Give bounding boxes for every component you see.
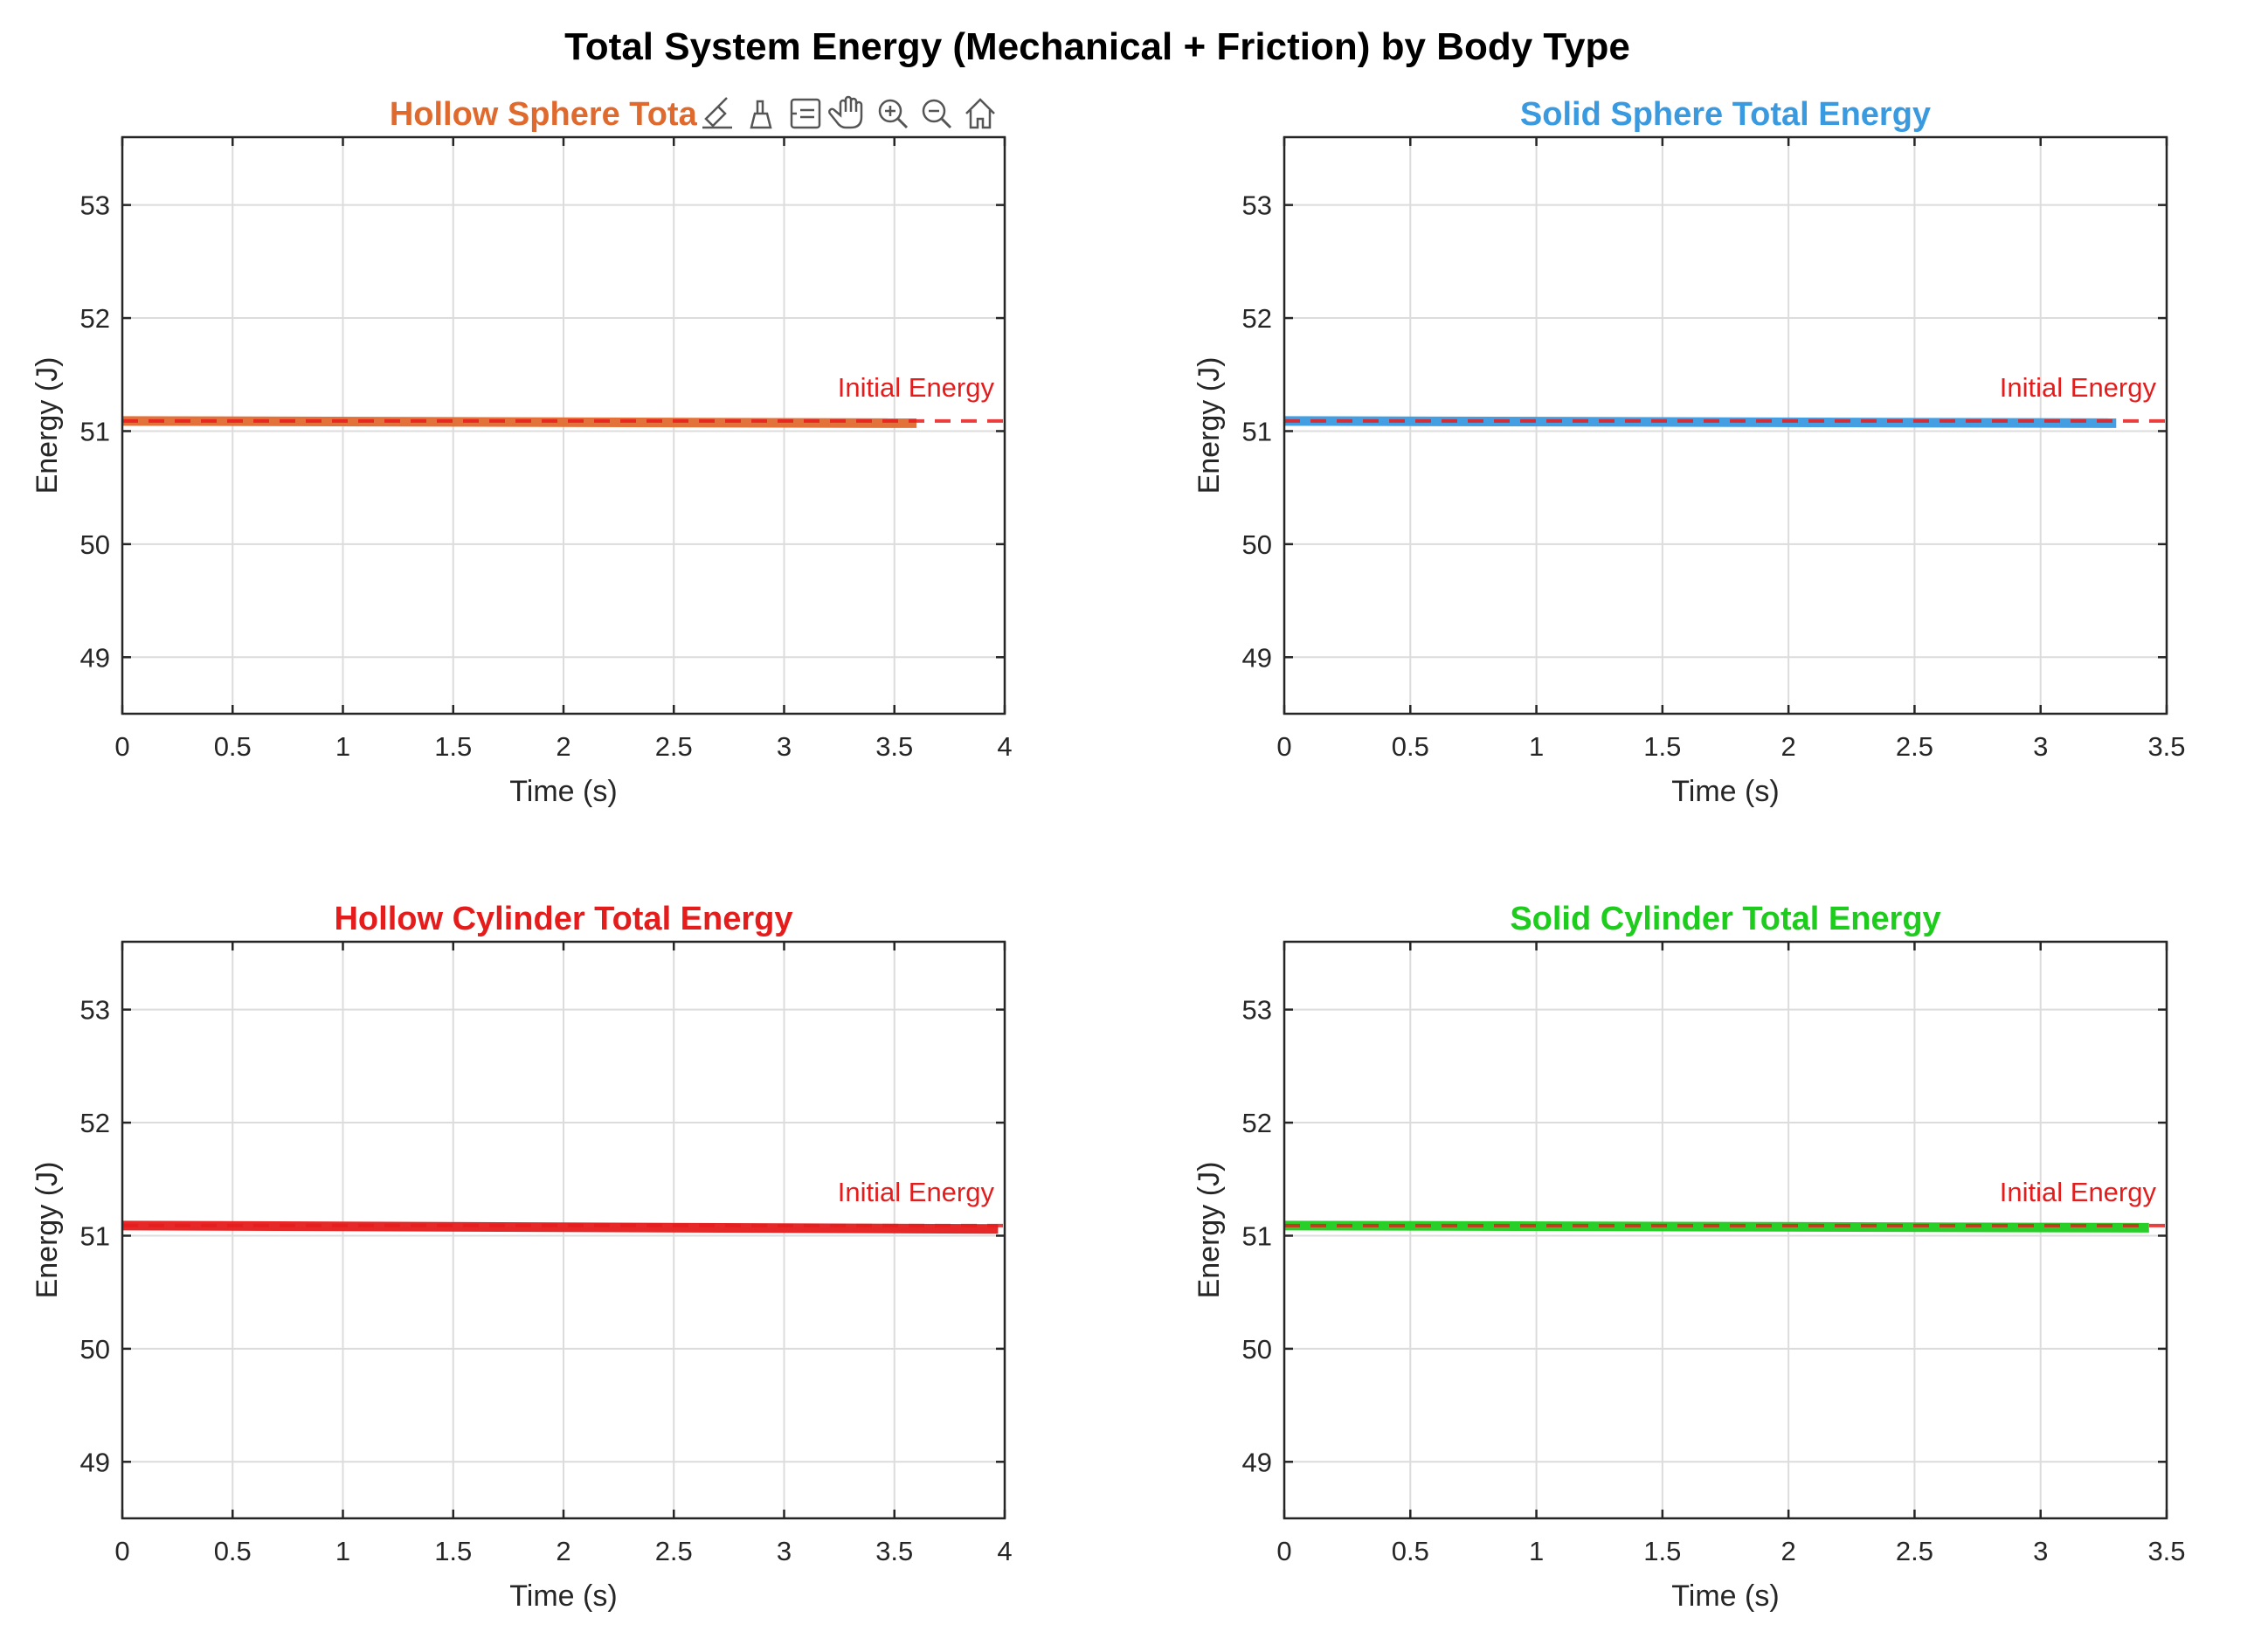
hollow-cylinder-axes: Initial Energy 0 0.5 1 1.5 2 2.5 3 3.5 4 49 50 51 52 5… bbox=[31, 901, 1013, 1613]
legend-icon[interactable] bbox=[788, 94, 825, 133]
solid-cylinder-y-tick-label: 53 bbox=[1242, 995, 1272, 1026]
hollow-cylinder-axes-title: Hollow Cylinder Total Energy bbox=[334, 901, 792, 937]
solid-cylinder-x-tick-label: 2.5 bbox=[1896, 1536, 1933, 1566]
hollow-cylinder-y-axis-label: Energy (J) bbox=[31, 1162, 64, 1299]
solid-cylinder-y-tick-label: 51 bbox=[1242, 1220, 1272, 1251]
solid-cylinder-x-tick-label: 0 bbox=[1276, 1536, 1291, 1566]
hollow-cylinder-initial-energy-label: Initial Energy bbox=[838, 1177, 995, 1207]
figure-title: Total System Energy (Mechanical + Fricti… bbox=[564, 25, 1630, 68]
solid-sphere-y-tick-label: 49 bbox=[1242, 642, 1272, 673]
hollow-sphere-y-tick-label: 50 bbox=[80, 529, 110, 560]
brush-icon[interactable] bbox=[701, 94, 737, 133]
solid-cylinder-initial-energy-label: Initial Energy bbox=[2000, 1177, 2157, 1207]
solid-sphere-axes-title: Solid Sphere Total Energy bbox=[1520, 96, 1931, 133]
solid-cylinder-y-tick-label: 50 bbox=[1242, 1334, 1272, 1365]
solid-sphere-y-tick-label: 52 bbox=[1242, 303, 1272, 334]
solid-cylinder-x-tick-label: 3.5 bbox=[2147, 1536, 2185, 1566]
solid-cylinder-x-tick-label: 0.5 bbox=[1392, 1536, 1429, 1566]
home-icon[interactable] bbox=[963, 94, 999, 133]
solid-cylinder-y-tick-label: 52 bbox=[1242, 1108, 1272, 1138]
hollow-cylinder-x-tick-label: 0.5 bbox=[214, 1536, 252, 1566]
hollow-cylinder-x-tick-label: 3.5 bbox=[875, 1536, 913, 1566]
hollow-sphere-x-tick-label: 3 bbox=[777, 731, 792, 762]
solid-sphere-y-tick-label: 51 bbox=[1242, 416, 1272, 446]
hollow-sphere-x-tick-label: 3.5 bbox=[875, 731, 913, 762]
solid-sphere-y-tick-label: 50 bbox=[1242, 529, 1272, 560]
hollow-cylinder-x-tick-label: 1.5 bbox=[434, 1536, 472, 1566]
hollow-sphere-x-tick-label: 0 bbox=[114, 731, 129, 762]
solid-sphere-initial-energy-label: Initial Energy bbox=[2000, 372, 2157, 403]
hollow-sphere-x-tick-label: 2.5 bbox=[655, 731, 693, 762]
solid-cylinder-axes-title: Solid Cylinder Total Energy bbox=[1510, 901, 1940, 937]
pan-hand-icon[interactable] bbox=[828, 94, 868, 133]
hollow-sphere-y-tick-label: 53 bbox=[80, 190, 110, 221]
solid-cylinder-y-axis-label: Energy (J) bbox=[1193, 1162, 1226, 1299]
hollow-cylinder-x-axis-label: Time (s) bbox=[509, 1579, 617, 1613]
hollow-cylinder-y-tick-label: 53 bbox=[80, 995, 110, 1026]
data-tips-icon[interactable] bbox=[744, 94, 781, 133]
zoom-in-icon[interactable] bbox=[875, 94, 912, 133]
hollow-sphere-initial-energy-label: Initial Energy bbox=[838, 372, 995, 403]
solid-cylinder-axes: Initial Energy 0 0.5 1 1.5 2 2.5 3 3.5 49 50 51 52 53… bbox=[1193, 901, 2186, 1613]
hollow-cylinder-y-tick-label: 52 bbox=[80, 1108, 110, 1138]
solid-sphere-y-axis-label: Energy (J) bbox=[1193, 357, 1226, 494]
hollow-sphere-y-tick-label: 52 bbox=[80, 303, 110, 334]
hollow-cylinder-y-tick-label: 51 bbox=[80, 1220, 110, 1251]
solid-sphere-axes: Initial Energy 0 0.5 1 1.5 2 2.5 3 3.5 49 50 51 52 53… bbox=[1193, 96, 2186, 808]
solid-sphere-x-tick-label: 1.5 bbox=[1643, 731, 1681, 762]
hollow-sphere-y-tick-label: 51 bbox=[80, 416, 110, 446]
hollow-sphere-x-tick-label: 1.5 bbox=[434, 731, 472, 762]
hollow-sphere-x-axis-label: Time (s) bbox=[509, 775, 617, 808]
solid-sphere-x-tick-label: 3.5 bbox=[2147, 731, 2185, 762]
solid-cylinder-axes-frame bbox=[1283, 940, 2168, 1520]
zoom-out-icon[interactable] bbox=[919, 94, 956, 133]
solid-sphere-x-tick-label: 2.5 bbox=[1896, 731, 1933, 762]
hollow-sphere-y-tick-label: 49 bbox=[80, 642, 110, 673]
solid-sphere-x-tick-label: 0.5 bbox=[1392, 731, 1429, 762]
solid-cylinder-x-tick-label: 3 bbox=[2033, 1536, 2048, 1566]
hollow-sphere-axes-title: Hollow Sphere Total E bbox=[390, 96, 737, 133]
hollow-cylinder-x-tick-label: 3 bbox=[777, 1536, 792, 1566]
hollow-sphere-x-tick-label: 2 bbox=[556, 731, 570, 762]
solid-sphere-x-tick-label: 0 bbox=[1276, 731, 1291, 762]
hollow-cylinder-x-tick-label: 2.5 bbox=[655, 1536, 693, 1566]
solid-cylinder-x-tick-label: 1 bbox=[1529, 1536, 1544, 1566]
solid-sphere-y-tick-label: 53 bbox=[1242, 190, 1272, 221]
hollow-cylinder-y-tick-label: 49 bbox=[80, 1447, 110, 1477]
hollow-cylinder-y-tick-label: 50 bbox=[80, 1334, 110, 1365]
hollow-cylinder-x-tick-label: 4 bbox=[997, 1536, 1012, 1566]
solid-sphere-x-tick-label: 1 bbox=[1529, 731, 1544, 762]
hollow-cylinder-x-tick-label: 2 bbox=[556, 1536, 570, 1566]
hollow-cylinder-x-tick-label: 0 bbox=[114, 1536, 129, 1566]
solid-sphere-x-axis-label: Time (s) bbox=[1671, 775, 1779, 808]
solid-cylinder-x-axis-label: Time (s) bbox=[1671, 1579, 1779, 1613]
hollow-sphere-x-tick-label: 0.5 bbox=[214, 731, 252, 762]
hollow-sphere-axes: Initial Energy 0 0.5 1 1.5 2 2.5 3 3.5 4 49 50 51 52 5… bbox=[31, 96, 1013, 808]
hollow-sphere-x-tick-label: 1 bbox=[335, 731, 350, 762]
hollow-sphere-y-axis-label: Energy (J) bbox=[31, 357, 64, 494]
solid-sphere-x-tick-label: 3 bbox=[2033, 731, 2048, 762]
hollow-cylinder-x-tick-label: 1 bbox=[335, 1536, 350, 1566]
solid-sphere-x-tick-label: 2 bbox=[1781, 731, 1796, 762]
solid-sphere-energy-line bbox=[1283, 416, 2117, 428]
solid-cylinder-y-tick-label: 49 bbox=[1242, 1447, 1272, 1477]
axes-toolbar bbox=[699, 90, 1013, 135]
solid-cylinder-x-tick-label: 1.5 bbox=[1643, 1536, 1681, 1566]
solid-sphere-axes-frame bbox=[1283, 135, 2168, 715]
solid-cylinder-x-tick-label: 2 bbox=[1781, 1536, 1796, 1566]
hollow-sphere-x-tick-label: 4 bbox=[997, 731, 1012, 762]
